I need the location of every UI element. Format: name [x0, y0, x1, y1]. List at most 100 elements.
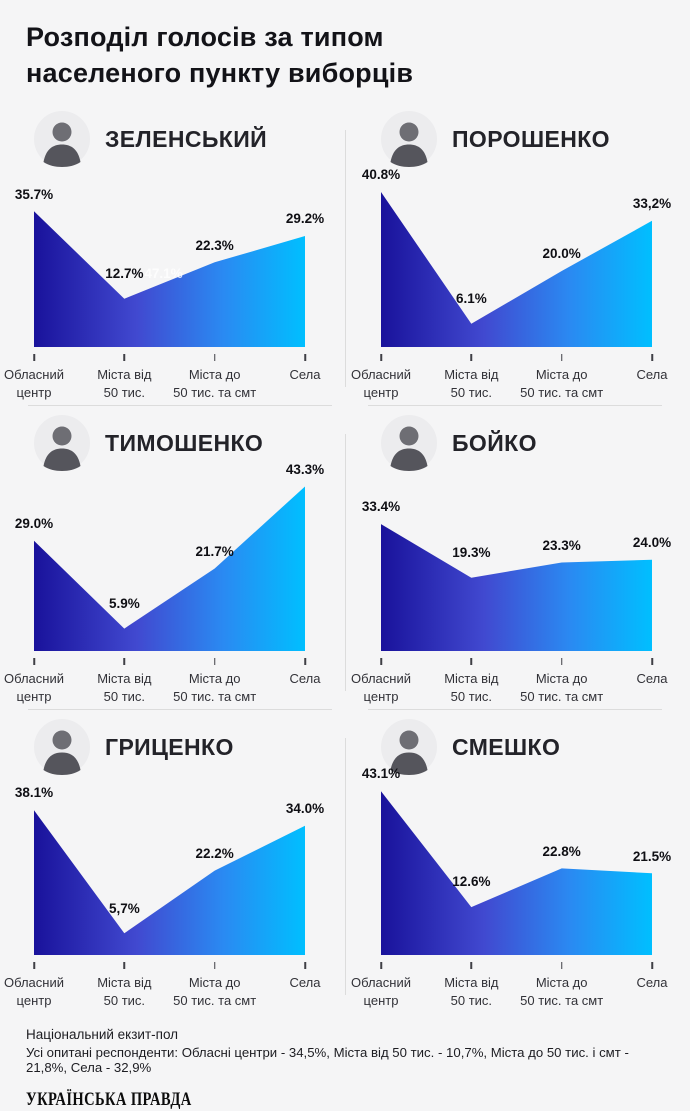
value-label: 12.7% [105, 266, 144, 281]
axis-ticks [380, 962, 653, 970]
candidate-card-hrytsenko: ГРИЦЕНКО 38.1% 5,7% 22.2% 34.0% Обласний це… [4, 709, 345, 1014]
ukrainska-pravda-logo: УКРАЇНСЬКА ПРАВДА [26, 1089, 192, 1111]
value-label: 33,2% [632, 196, 672, 212]
footer: Національний екзит-пол Усі опитані респо… [0, 1013, 690, 1111]
axis-tick [380, 354, 382, 362]
axis-label: Обласний центр [351, 975, 411, 1009]
area-chart: 29.0% 5.9% 21.7% 43.3% Обласний центр Міста … [4, 462, 324, 710]
axis-label: Села [289, 367, 321, 383]
axis-label: Села [636, 975, 668, 991]
candidate-photo [34, 111, 90, 168]
axis-tick [304, 962, 306, 970]
plot-area: 38.1% 5,7% 22.2% 34.0% [15, 785, 324, 956]
axis-tick [304, 354, 306, 362]
axis-tick [33, 658, 35, 666]
axis-tick [123, 658, 126, 666]
value-label: 43.3% [285, 461, 325, 477]
axis-label: Обласний центр [4, 975, 64, 1009]
x-axis-labels: Обласний центр Міста від 50 тис. Міста до … [351, 366, 668, 406]
card-header: ПОРОШЕНКО [381, 111, 652, 168]
axis-ticks [33, 962, 306, 970]
value-label: 22.2% [195, 845, 234, 861]
value-label: 29.0% [14, 516, 54, 532]
axis-tick [213, 962, 216, 970]
page-title: Розподіл голосів за типом населеного пун… [26, 22, 414, 88]
axis-label: Села [289, 671, 321, 687]
x-axis-labels: Обласний центр Міста від 50 тис. Міста до … [351, 974, 668, 1014]
axis-tick [651, 962, 653, 970]
candidate-name: ТИМОШЕНКО [105, 429, 264, 456]
area-shape [34, 486, 305, 652]
plot-area: 33.4% 19.3% 23.3% 24.0% [362, 481, 671, 652]
value-label: 33.4% [361, 499, 401, 515]
x-axis-labels: Обласний центр Міста від 50 тис. Міста до … [351, 670, 668, 710]
axis-label: Села [289, 975, 321, 991]
axis-label: Міста від 50 тис. [444, 671, 499, 705]
axis-tick [123, 354, 126, 362]
value-label: 43.1% [361, 766, 401, 782]
value-label: 24.0% [632, 535, 672, 551]
area-shape [381, 524, 652, 652]
value-label: 22.8% [542, 843, 581, 859]
candidate-card-smeshko: СМЕШКО 43.1% 12.6% 22.8% 21.5% Обласний цен… [345, 709, 671, 1014]
axis-tick [651, 658, 653, 666]
axis-label: Міста від 50 тис. [97, 367, 152, 401]
value-label: 21.5% [632, 848, 672, 864]
axis-tick [304, 658, 306, 666]
axis-label: Міста до 50 тис. та смт [173, 367, 257, 401]
ghost-value-label: 47.1% [144, 266, 183, 281]
axis-label: Міста до 50 тис. та смт [520, 671, 604, 705]
axis-label: Обласний центр [351, 671, 411, 705]
area-chart: 33.4% 19.3% 23.3% 24.0% Обласний центр Міста… [351, 481, 671, 710]
axis-ticks [33, 658, 306, 666]
respondents-note: Усі опитані респонденти: Обласні центри … [26, 1045, 629, 1076]
candidate-card-poroshenko: ПОРОШЕНКО 40.8% 6.1% 20.0% 33,2% Обласний ц… [345, 101, 671, 406]
value-label: 20.0% [542, 246, 581, 262]
axis-label: Села [636, 367, 668, 383]
axis-label: Міста до 50 тис. та смт [520, 975, 604, 1009]
axis-label: Міста від 50 тис. [444, 975, 499, 1009]
card-header: ГРИЦЕНКО [34, 719, 305, 776]
plot-area: 40.8% 6.1% 20.0% 33,2% [362, 167, 671, 348]
candidate-name: БОЙКО [452, 429, 537, 456]
area-shape [381, 791, 652, 956]
axis-label: Села [636, 671, 668, 687]
candidate-card-tymoshenko: ТИМОШЕНКО 29.0% 5.9% 21.7% 43.3% Обласний ц… [4, 405, 345, 710]
value-label: 34.0% [285, 801, 325, 817]
plot-area: 29.0% 5.9% 21.7% 43.3% [15, 462, 324, 652]
axis-label: Обласний центр [4, 367, 64, 401]
axis-label: Міста до 50 тис. та смт [173, 975, 257, 1009]
candidate-name: ПОРОШЕНКО [452, 125, 610, 152]
x-axis-labels: Обласний центр Міста від 50 тис. Міста до … [4, 974, 321, 1014]
axis-ticks [380, 658, 653, 666]
axis-label: Обласний центр [351, 367, 411, 401]
axis-tick [470, 354, 473, 362]
candidate-photo [381, 415, 437, 472]
value-label: 29.2% [285, 211, 325, 227]
value-label: 35.7% [14, 186, 54, 202]
value-label: 19.3% [452, 544, 491, 560]
value-label: 23.3% [542, 537, 581, 553]
axis-ticks [380, 354, 653, 362]
axis-tick [33, 354, 35, 362]
axis-tick [380, 658, 382, 666]
card-header: ЗЕЛЕНСЬКИЙ [34, 111, 305, 168]
axis-label: Міста від 50 тис. [444, 367, 499, 401]
axis-label: Міста від 50 тис. [97, 671, 152, 705]
card-header: СМЕШКО [381, 719, 652, 776]
candidate-card-zelenskyi: ЗЕЛЕНСЬКИЙ 35.7% 12.7% 22.3% 29.2% 47.1% Обл… [4, 101, 345, 406]
x-axis-labels: Обласний центр Міста від 50 тис. Міста до … [4, 366, 321, 406]
value-label: 21.7% [195, 543, 234, 559]
area-shape [34, 211, 305, 348]
axis-tick [123, 962, 126, 970]
source-note: Національний екзит-пол [26, 1027, 179, 1043]
card-header: БОЙКО [381, 415, 652, 472]
candidate-card-boiko: БОЙКО 33.4% 19.3% 23.3% 24.0% Обласний цент… [345, 405, 671, 710]
area-chart: 43.1% 12.6% 22.8% 21.5% Обласний центр Міста… [351, 766, 671, 1014]
area-chart: 35.7% 12.7% 22.3% 29.2% 47.1% Обласний центр… [4, 177, 324, 406]
candidate-name: ЗЕЛЕНСЬКИЙ [105, 125, 268, 152]
axis-tick [651, 354, 653, 362]
axis-label: Міста до 50 тис. та смт [173, 671, 257, 705]
value-label: 22.3% [195, 237, 234, 253]
